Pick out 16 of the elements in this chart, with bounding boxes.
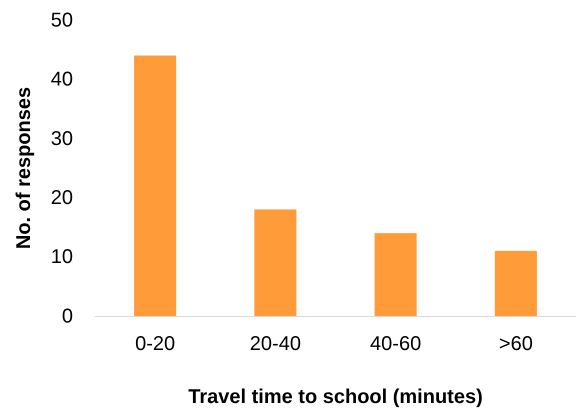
y-tick-label: 50 xyxy=(50,9,73,32)
y-tick-label: 20 xyxy=(50,187,73,209)
x-tick-label: 0-20 xyxy=(135,333,176,356)
y-axis-title: No. of responses xyxy=(13,86,35,250)
y-tick-label: 0 xyxy=(62,305,73,328)
x-tick-label: 40-60 xyxy=(370,333,422,356)
bar xyxy=(374,233,417,316)
bar xyxy=(254,209,296,316)
x-axis-title: Travel time to school (minutes) xyxy=(188,386,483,408)
x-tick-label: >60 xyxy=(498,333,533,356)
y-tick-label: 40 xyxy=(50,68,73,91)
y-tick-label: 10 xyxy=(50,246,73,268)
bar xyxy=(134,56,176,316)
bar xyxy=(494,250,537,316)
x-tick-label: 20-40 xyxy=(250,333,301,356)
y-tick-label: 30 xyxy=(50,128,73,150)
